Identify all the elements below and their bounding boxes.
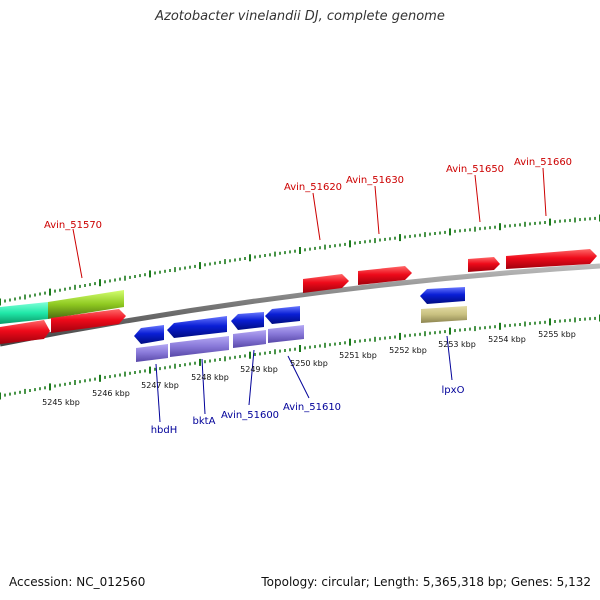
gene-olive[interactable] — [48, 290, 124, 319]
label-avin-51620[interactable]: Avin_51620 — [284, 182, 342, 193]
scale-label-5254: 5254 kbp — [488, 335, 526, 344]
accession-text: Accession: NC_012560 — [9, 575, 146, 589]
scale-label-5253: 5253 kbp — [438, 340, 476, 349]
gene-hbdH[interactable] — [134, 325, 164, 344]
gene-avin-51600[interactable] — [231, 312, 264, 330]
leader-hbdH — [155, 363, 161, 423]
scale-label-5245: 5245 kbp — [42, 398, 80, 407]
scale-label-5252: 5252 kbp — [389, 346, 427, 355]
gene-teal[interactable] — [0, 302, 48, 324]
gene-red-left[interactable] — [0, 320, 50, 344]
leader-avin-51620 — [312, 192, 321, 241]
cog-lpxO — [421, 306, 467, 323]
label-avin-51660[interactable]: Avin_51660 — [514, 157, 572, 168]
scale-label-5247: 5247 kbp — [141, 381, 179, 390]
gene-avin-51570[interactable] — [51, 309, 126, 333]
label-avin-51650[interactable]: Avin_51650 — [446, 164, 504, 175]
label-avin-51600[interactable]: Avin_51600 — [221, 410, 279, 421]
cog-hbdH — [136, 344, 168, 362]
label-lpxO[interactable]: lpxO — [442, 385, 465, 396]
leader-avin-51570 — [72, 228, 83, 279]
gene-bktA[interactable] — [167, 316, 227, 338]
leader-avin-51630 — [374, 185, 380, 235]
leader-avin-51610 — [287, 355, 310, 399]
leader-avin-51600 — [248, 349, 255, 406]
label-hbdH[interactable]: hbdH — [151, 425, 178, 436]
topology-text: Topology: circular; Length: 5,365,318 bp… — [261, 575, 591, 589]
leader-lpxO — [446, 335, 453, 381]
label-avin-51570[interactable]: Avin_51570 — [44, 220, 102, 231]
scale-label-5251: 5251 kbp — [339, 351, 377, 360]
gene-avin-51620[interactable] — [303, 274, 349, 293]
cog-avin-51610 — [268, 325, 304, 343]
gene-avin-51630[interactable] — [358, 266, 412, 285]
cog-avin-51600 — [233, 330, 266, 348]
reverse-label-leaders — [155, 335, 453, 423]
gene-avin-51650[interactable] — [468, 257, 500, 272]
forward-label-leaders — [72, 167, 547, 279]
gene-avin-51660[interactable] — [506, 249, 597, 269]
gene-lpxO[interactable] — [420, 287, 465, 304]
scale-label-5246: 5246 kbp — [92, 389, 130, 398]
gene-avin-51610[interactable] — [265, 306, 300, 324]
reverse-scale-ticks — [0, 314, 600, 400]
leader-avin-51650 — [474, 174, 481, 223]
leader-avin-51660 — [542, 167, 547, 217]
reverse-strand-genes — [134, 287, 467, 362]
label-avin-51630[interactable]: Avin_51630 — [346, 175, 404, 186]
scale-labels: 5245 kbp 5246 kbp 5247 kbp 5248 kbp 5249… — [42, 330, 576, 407]
scale-label-5255: 5255 kbp — [538, 330, 576, 339]
forward-gene-labels: Avin_51570 Avin_51620 Avin_51630 Avin_51… — [44, 157, 572, 231]
scale-label-5248: 5248 kbp — [191, 373, 229, 382]
scale-label-5249: 5249 kbp — [240, 365, 278, 374]
label-avin-51610[interactable]: Avin_51610 — [283, 402, 341, 413]
scale-label-5250: 5250 kbp — [290, 359, 328, 368]
label-bktA[interactable]: bktA — [193, 416, 216, 427]
diagram-title: Azotobacter vinelandii DJ, complete geno… — [155, 9, 445, 24]
leader-bktA — [201, 358, 206, 415]
reverse-gene-labels: hbdH bktA Avin_51600 Avin_51610 lpxO — [151, 385, 465, 436]
forward-scale-ticks — [0, 214, 600, 306]
forward-strand-genes — [0, 249, 597, 344]
cog-bktA — [170, 336, 229, 357]
